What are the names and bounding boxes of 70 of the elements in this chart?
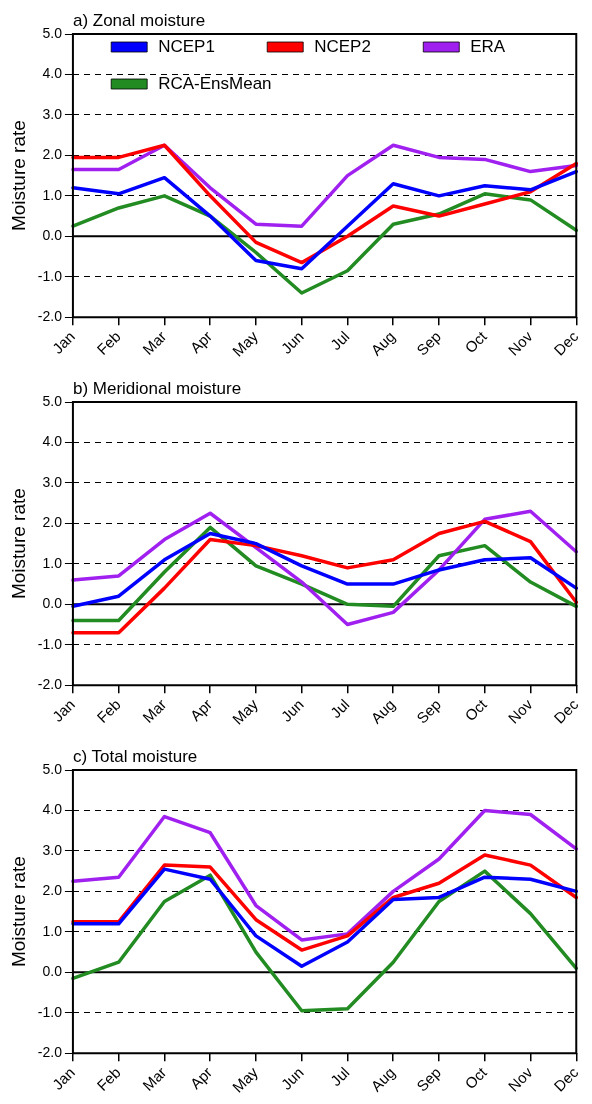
x-tick-label: Apr	[186, 327, 216, 357]
y-tick-label: 0.0	[42, 595, 63, 612]
x-tick-label: Oct	[461, 327, 491, 357]
x-tick-label: Jun	[277, 695, 307, 725]
x-tick-label: Dec	[550, 695, 582, 727]
y-tick-label: -1.0	[37, 267, 63, 284]
y-tick-label: 5.0	[42, 24, 63, 41]
x-tick-label: Nov	[504, 327, 536, 359]
x-tick-label: Jan	[48, 327, 78, 357]
y-tick-label: 3.0	[42, 841, 63, 858]
x-tick-label: Dec	[550, 1063, 582, 1095]
legend-label: RCA-EnsMean	[158, 73, 272, 93]
y-tick-label: 1.0	[42, 922, 63, 939]
y-tick-label: 0.0	[42, 963, 63, 980]
x-tick-label: Nov	[504, 695, 536, 727]
legend-label: NCEP1	[158, 36, 215, 56]
y-tick-label: 3.0	[42, 473, 63, 490]
x-tick-label: Feb	[93, 1063, 124, 1094]
y-tick-label: -2.0	[37, 308, 63, 325]
y-tick-label: 2.0	[42, 146, 63, 163]
y-tick-label: 2.0	[42, 882, 63, 899]
x-tick-label: May	[228, 695, 262, 728]
x-tick-label: Jun	[277, 1063, 307, 1093]
y-tick-label: -2.0	[37, 676, 63, 693]
x-tick-label: Jan	[48, 695, 78, 725]
y-tick-label: -1.0	[37, 1003, 63, 1020]
y-tick-label: 5.0	[42, 760, 63, 777]
y-tick-label: 4.0	[42, 65, 63, 82]
y-tick-label: 3.0	[42, 105, 63, 122]
x-tick-label: Sep	[413, 1063, 445, 1095]
y-tick-label: 2.0	[42, 514, 63, 531]
y-tick-label: 4.0	[42, 433, 63, 450]
x-tick-label: Aug	[367, 1063, 399, 1095]
x-tick-label: Jul	[326, 695, 353, 722]
chart-title: a) Zonal moisture	[72, 11, 206, 30]
y-tick-label: 1.0	[42, 554, 63, 571]
legend-label: ERA	[470, 36, 506, 56]
x-tick-label: Apr	[186, 1063, 216, 1093]
y-tick-label: 0.0	[42, 227, 63, 244]
x-tick-label: Dec	[550, 327, 582, 359]
x-tick-label: Jul	[326, 327, 353, 354]
x-tick-label: Sep	[413, 327, 445, 359]
x-tick-label: Jan	[48, 1063, 78, 1093]
x-tick-label: Feb	[93, 695, 124, 726]
x-tick-label: Nov	[504, 1063, 536, 1095]
y-tick-label: 1.0	[42, 186, 63, 203]
y-axis-title: Moisture rate	[7, 120, 29, 232]
x-tick-label: Oct	[461, 1063, 491, 1093]
x-tick-label: Aug	[367, 695, 399, 727]
legend-label: NCEP2	[314, 36, 371, 56]
x-tick-label: May	[228, 1063, 262, 1096]
x-tick-label: Mar	[139, 695, 170, 726]
x-tick-label: Mar	[139, 327, 170, 358]
x-tick-label: Feb	[93, 327, 124, 358]
x-tick-label: Jul	[326, 1063, 353, 1090]
x-tick-label: Aug	[367, 327, 399, 359]
x-tick-label: Mar	[139, 1063, 170, 1094]
y-tick-label: -2.0	[37, 1044, 63, 1061]
x-tick-label: Apr	[186, 695, 216, 725]
y-tick-label: -1.0	[37, 635, 63, 652]
y-axis-title: Moisture rate	[7, 856, 29, 968]
x-tick-label: May	[228, 327, 262, 360]
x-tick-label: Oct	[461, 695, 491, 725]
x-tick-label: Jun	[277, 327, 307, 357]
chart-title: b) Meridional moisture	[72, 379, 242, 398]
chart-title: c) Total moisture	[72, 747, 198, 766]
y-tick-label: 4.0	[42, 801, 63, 818]
y-tick-label: 5.0	[42, 392, 63, 409]
x-tick-label: Sep	[413, 695, 445, 727]
y-axis-title: Moisture rate	[7, 488, 29, 600]
